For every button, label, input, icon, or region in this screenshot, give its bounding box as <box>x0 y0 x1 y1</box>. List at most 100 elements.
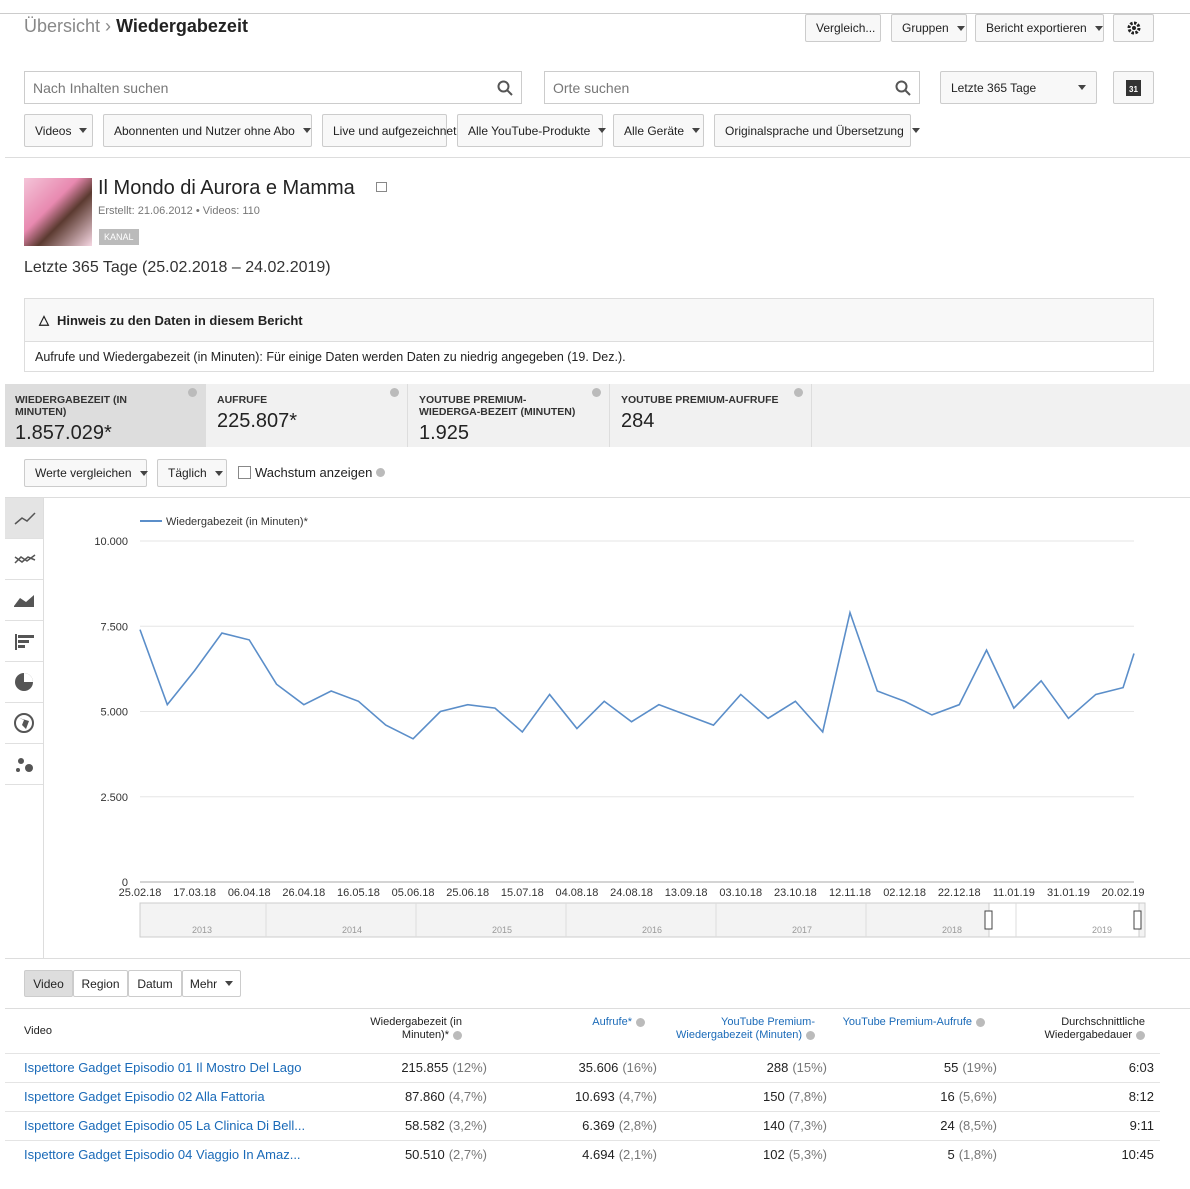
cell-share: (7,8%) <box>788 1089 827 1104</box>
filter-dropdown[interactable]: Alle YouTube-Produkte <box>457 114 607 147</box>
cell-share: (5,6%) <box>958 1089 997 1104</box>
groups-button[interactable]: Gruppen <box>891 14 967 42</box>
dropdown-label: Videos <box>35 123 72 138</box>
help-icon[interactable] <box>794 388 803 397</box>
metric-card[interactable]: AUFRUFE 225.807* <box>207 384 408 447</box>
navigator-handle[interactable] <box>984 910 993 930</box>
page-title: Wiedergabezeit <box>116 16 248 36</box>
header-label: Video <box>24 1025 52 1037</box>
dropdown-label: Alle Geräte <box>624 123 685 138</box>
video-link[interactable]: Ispettore Gadget Episodio 05 La Clinica … <box>24 1118 306 1133</box>
cell-share: (3,2%) <box>448 1118 487 1133</box>
table-tab[interactable]: Region <box>73 970 128 997</box>
cell-value: 6.369 <box>582 1118 615 1133</box>
x-tick-label: 02.12.18 <box>883 887 926 899</box>
channel-name[interactable]: Il Mondo di Aurora e Mamma <box>98 177 355 199</box>
cell-value: 4.694 <box>582 1147 615 1162</box>
navigator-handle[interactable] <box>1133 910 1142 930</box>
column-header: Video <box>24 1025 134 1038</box>
notice-title: Hinweis zu den Daten in diesem Bericht <box>57 312 303 328</box>
table-tab[interactable]: Mehr <box>182 970 241 997</box>
legend-label: Wiedergabezeit (in Minuten)* <box>166 516 309 528</box>
filter-dropdown[interactable]: Originalsprache und Übersetzung <box>714 114 920 147</box>
table-cell: 50.510 (2,7%) <box>405 1147 487 1162</box>
compare-dropdown[interactable]: Werte vergleichen <box>24 459 148 487</box>
filter-dropdown[interactable]: Abonnenten und Nutzer ohne Abo <box>103 114 312 147</box>
header-label: Wiedergabezeit (in Minuten)* <box>370 1016 462 1041</box>
bubble-chart-tab[interactable] <box>5 744 43 785</box>
cell-value: 140 <box>763 1118 785 1133</box>
video-link[interactable]: Ispettore Gadget Episodio 01 Il Mostro D… <box>24 1060 302 1075</box>
filter-dropdown[interactable]: Live und aufgezeichnet <box>322 114 473 147</box>
bar-chart-tab[interactable] <box>5 621 43 662</box>
metric-card[interactable]: YOUTUBE PREMIUM-WIEDERGA-BEZEIT (MINUTEN… <box>409 384 610 447</box>
dropdown-label: Werte vergleichen <box>35 466 132 480</box>
location-search[interactable]: Orte suchen <box>544 71 920 104</box>
cell-value: 10.693 <box>574 1089 615 1104</box>
line-chart-tab[interactable] <box>5 498 43 539</box>
navigator <box>139 902 1146 938</box>
filter-dropdown[interactable]: Videos <box>24 114 93 147</box>
pie-chart-tab[interactable] <box>5 662 43 703</box>
filter-dropdown[interactable]: Alle Geräte <box>613 114 704 147</box>
growth-toggle[interactable]: Wachstum anzeigen <box>238 465 386 480</box>
column-header[interactable]: Wiedergabezeit (in Minuten)* <box>340 1016 462 1042</box>
divider <box>5 497 1190 498</box>
dropdown-label: Live und aufgezeichnet <box>333 123 457 138</box>
cell-value: 35.606 <box>578 1060 619 1075</box>
column-header[interactable]: YouTube Premium-Wiedergabezeit (Minuten) <box>660 1016 815 1042</box>
compare-button[interactable]: Vergleich... <box>805 14 881 42</box>
x-tick-label: 11.01.19 <box>993 887 1035 899</box>
breadcrumb: Übersicht › Wiedergabezeit <box>24 16 248 37</box>
metric-card[interactable]: WIEDERGABEZEIT (IN MINUTEN) 1.857.029* <box>5 384 206 447</box>
video-link[interactable]: Ispettore Gadget Episodio 02 Alla Fattor… <box>24 1089 265 1104</box>
table-tab[interactable]: Video <box>24 970 73 997</box>
notice-box: △ Hinweis zu den Daten in diesem Bericht … <box>24 298 1154 372</box>
breadcrumb-separator: › <box>105 16 112 36</box>
navigator-year: 2015 <box>492 925 512 935</box>
interval-dropdown[interactable]: Täglich <box>157 459 227 487</box>
tab-label: Video <box>33 976 64 991</box>
tab-label: Region <box>81 976 120 991</box>
placeholder: Orte suchen <box>553 79 630 96</box>
created: Erstellt: 21.06.2012 <box>98 205 193 217</box>
breadcrumb-link[interactable]: Übersicht <box>24 16 101 36</box>
help-icon[interactable] <box>592 388 601 397</box>
video-link[interactable]: Ispettore Gadget Episodio 04 Viaggio In … <box>24 1147 301 1162</box>
row-divider <box>5 1111 1160 1112</box>
column-header[interactable]: Aufrufe* <box>560 1016 645 1029</box>
export-button[interactable]: Bericht exportieren <box>975 14 1104 42</box>
table-cell: 6.369 (2,8%) <box>582 1118 657 1133</box>
column-header[interactable]: YouTube Premium-Aufrufe <box>840 1016 985 1029</box>
cell-value: 288 <box>766 1060 789 1075</box>
table-cell: 8:12 <box>1128 1089 1154 1104</box>
navigator-year: 2013 <box>192 925 212 935</box>
settings-button[interactable] <box>1113 14 1154 42</box>
cell-share: (1,8%) <box>958 1147 997 1162</box>
tab-label: Datum <box>137 976 173 991</box>
table-tab[interactable]: Datum <box>128 970 182 997</box>
column-header[interactable]: Durchschnittliche Wiedergabedauer <box>1005 1016 1145 1042</box>
cell-share: (5,3%) <box>788 1147 827 1162</box>
placeholder: Nach Inhalten suchen <box>33 79 169 96</box>
metric-card[interactable]: YOUTUBE PREMIUM-AUFRUFE 284 <box>611 384 812 447</box>
metric-value: 1.925 <box>419 422 470 444</box>
map-tab[interactable] <box>5 703 43 744</box>
area-chart-tab[interactable] <box>5 580 43 621</box>
x-tick-label: 23.10.18 <box>774 887 817 899</box>
dropdown-label: Abonnenten und Nutzer ohne Abo <box>114 123 295 138</box>
help-icon[interactable] <box>188 388 197 397</box>
dropdown-label: Originalsprache und Übersetzung <box>725 123 904 138</box>
navigator-year: 2014 <box>342 925 362 935</box>
help-icon[interactable] <box>390 388 399 397</box>
multi-line-tab[interactable] <box>5 539 43 580</box>
cell-value: 16 <box>940 1089 955 1104</box>
table-cell: 87.860 (4,7%) <box>405 1089 487 1104</box>
external-link-icon[interactable] <box>376 182 387 192</box>
divider <box>5 1008 1190 1009</box>
table-cell: 5 (1,8%) <box>947 1147 997 1162</box>
data-line <box>139 609 1135 740</box>
calendar-button[interactable]: 31 <box>1113 71 1154 104</box>
content-search[interactable]: Nach Inhalten suchen <box>24 71 522 104</box>
date-range-dropdown[interactable]: Letzte 365 Tage <box>940 71 1097 104</box>
